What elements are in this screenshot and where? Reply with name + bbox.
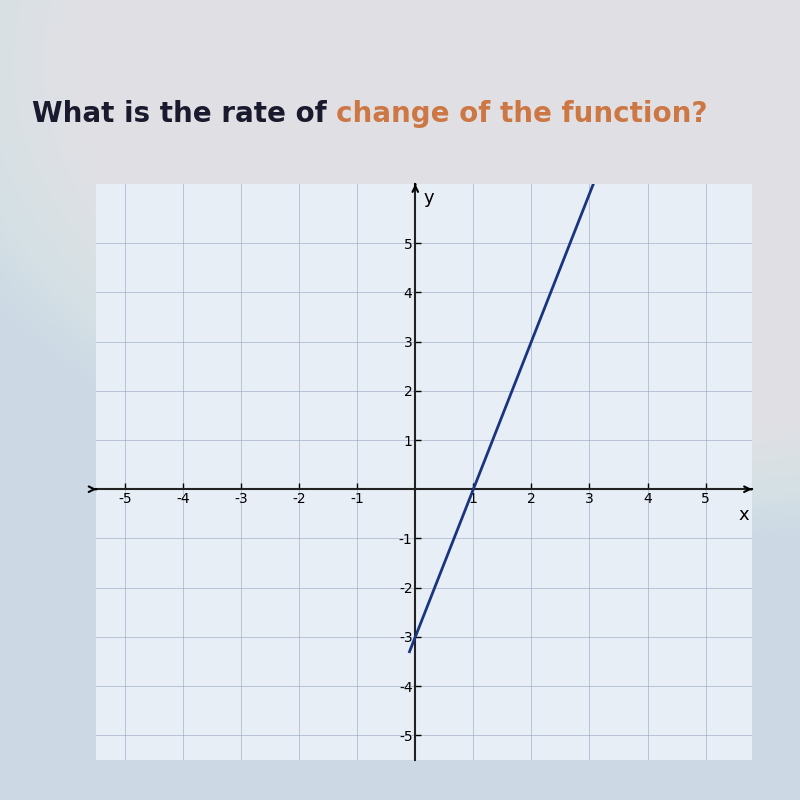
Text: x: x (738, 506, 749, 525)
Text: What is the rate of: What is the rate of (32, 100, 336, 128)
Text: change of the function?: change of the function? (336, 100, 708, 128)
Text: y: y (424, 189, 434, 207)
